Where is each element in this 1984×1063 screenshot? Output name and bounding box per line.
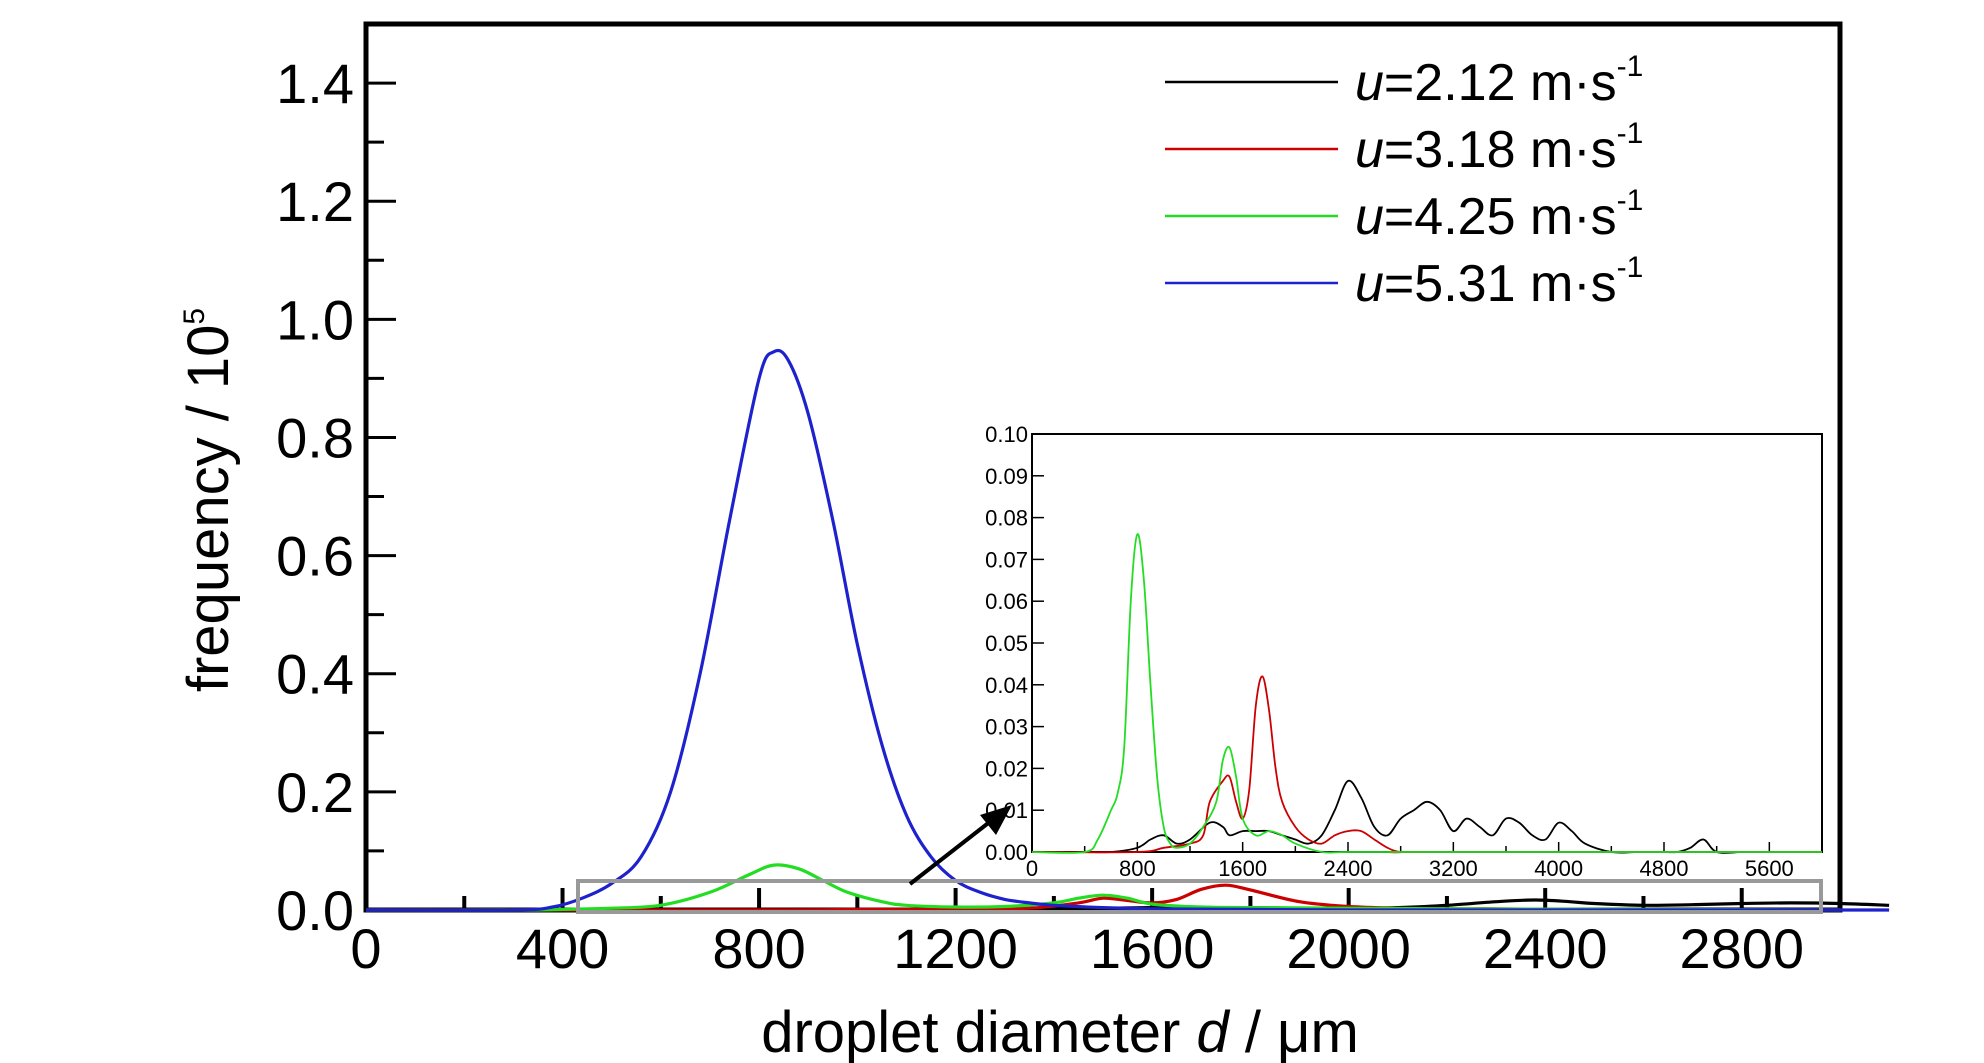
inset-y-tick-label: 0.00 xyxy=(985,840,1028,865)
main-series-line-4 xyxy=(365,348,1890,912)
legend-label-italic: u xyxy=(1355,121,1384,179)
inset-plot-frame xyxy=(1031,433,1823,853)
legend-label-sup: -1 xyxy=(1617,117,1644,150)
x-tick-label: 1600 xyxy=(1090,917,1215,980)
inset-y-tick-label: 0.08 xyxy=(985,506,1028,531)
inset-y-tick-label: 0.10 xyxy=(985,422,1028,447)
inset-y-tick-label: 0.02 xyxy=(985,756,1028,781)
y-tick-label: 0.6 xyxy=(276,525,354,588)
y-tick-label: 1.0 xyxy=(276,288,354,351)
legend-label: u=4.25 m·s-1 xyxy=(1355,184,1643,246)
inset-plot-area: 0.00 0.01 0.02 0.03 0.04 0.05 0.06 0.07 0.08 0.09… xyxy=(985,422,1823,881)
inset-series-line-2 xyxy=(1031,675,1822,854)
legend-label-italic: u xyxy=(1355,188,1384,246)
inset-y-tick-label: 0.06 xyxy=(985,589,1028,614)
inset-y-tick-label: 0.03 xyxy=(985,715,1028,740)
legend-label: u=5.31 m·s-1 xyxy=(1355,251,1643,313)
x-tick-label: 1200 xyxy=(893,917,1018,980)
y-tick-label: 0.8 xyxy=(276,406,354,469)
legend-label-text: =4.25 m·s xyxy=(1384,188,1617,246)
inset-y-tick-label: 0.05 xyxy=(985,631,1028,656)
legend-label-text: =3.18 m·s xyxy=(1384,121,1617,179)
legend: u=2.12 m·s-1u=3.18 m·s-1u=4.25 m·s-1u=5.… xyxy=(1165,50,1643,313)
y-tick-label: 0.4 xyxy=(276,643,354,706)
legend-label-sup: -1 xyxy=(1617,50,1644,83)
x-axis-title: droplet diameter d / μm xyxy=(761,1000,1359,1063)
main-plot-area: 0.0 0.2 0.4 0.6 0.8 1.0 1.2 1.4 0 400 800 1200 1600 2… xyxy=(276,21,1843,980)
inset-x-tick-label: 5600 xyxy=(1745,856,1794,881)
inset-y-tick-label: 0.04 xyxy=(985,673,1028,698)
x-tick-label: 400 xyxy=(516,917,609,980)
x-axis-title-pre: droplet diameter xyxy=(761,1000,1196,1063)
zoom-arrow-head xyxy=(980,805,1012,835)
legend-label-italic: u xyxy=(1355,255,1384,313)
legend-label-italic: u xyxy=(1355,54,1384,112)
y-axis-title-sup: 5 xyxy=(178,308,211,325)
y-tick-label: 1.4 xyxy=(276,52,354,115)
inset-y-tick-label: 0.09 xyxy=(985,464,1028,489)
x-axis-title-italic: d xyxy=(1196,1000,1230,1063)
legend-label: u=2.12 m·s-1 xyxy=(1355,50,1643,112)
x-axis-title-post: / μm xyxy=(1229,1000,1359,1063)
inset-x-tick-label: 800 xyxy=(1119,856,1156,881)
x-tick-label: 2000 xyxy=(1286,917,1411,980)
inset-series-group xyxy=(1031,533,1822,854)
y-axis-title-base: frequency / 10 xyxy=(176,325,241,693)
y-tick-label: 0.0 xyxy=(276,879,354,942)
main-series-group xyxy=(365,348,1890,912)
inset-y-tick-label: 0.01 xyxy=(985,798,1028,823)
x-tick-label: 2800 xyxy=(1679,917,1804,980)
x-tick-label: 2400 xyxy=(1483,917,1608,980)
x-tick-label: 800 xyxy=(712,917,805,980)
legend-label-sup: -1 xyxy=(1617,251,1644,284)
inset-x-tick-label: 4800 xyxy=(1640,856,1689,881)
legend-label: u=3.18 m·s-1 xyxy=(1355,117,1643,179)
inset-x-tick-label: 1600 xyxy=(1218,856,1267,881)
inset-x-tick-label: 4000 xyxy=(1534,856,1583,881)
legend-label-text: =5.31 m·s xyxy=(1384,255,1617,313)
legend-label-text: =2.12 m·s xyxy=(1384,54,1617,112)
zoom-region-box xyxy=(576,879,1823,914)
inset-x-tick-label: 2400 xyxy=(1324,856,1373,881)
main-series-line-3 xyxy=(365,863,1841,912)
inset-x-tick-label: 3200 xyxy=(1429,856,1478,881)
x-tick-label: 0 xyxy=(350,917,381,980)
inset-y-tick-label: 0.07 xyxy=(985,547,1028,572)
inset-x-tick-label: 0 xyxy=(1026,856,1038,881)
y-tick-label: 0.2 xyxy=(276,761,354,824)
legend-label-sup: -1 xyxy=(1617,184,1644,217)
inset-series-line-3 xyxy=(1031,533,1822,854)
y-axis-title: frequency / 105 xyxy=(176,308,241,692)
y-tick-label: 1.2 xyxy=(276,170,354,233)
